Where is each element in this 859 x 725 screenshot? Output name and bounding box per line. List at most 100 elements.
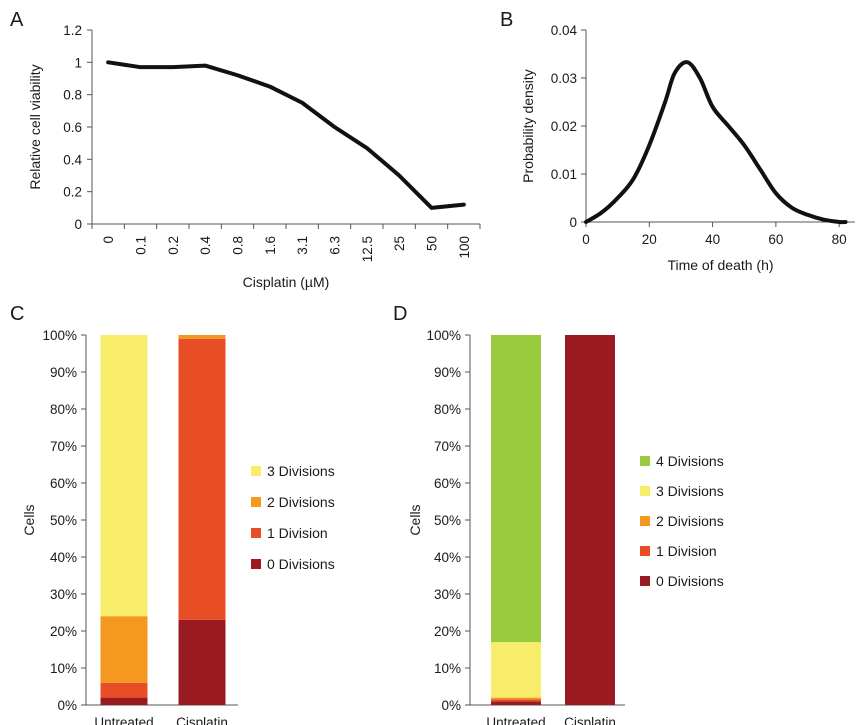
x-axis-label: Time of death (h) xyxy=(667,257,773,273)
y-tick-label: 30% xyxy=(434,587,461,602)
x-tick-label: 0 xyxy=(582,232,590,247)
y-tick-label: 0.03 xyxy=(551,71,577,86)
y-tick-label: 0.6 xyxy=(63,120,82,135)
y-tick-label: 50% xyxy=(50,513,77,528)
y-tick-label: 70% xyxy=(434,439,461,454)
x-axis-label: Cisplatin (µM) xyxy=(243,274,330,290)
data-point xyxy=(463,204,465,206)
x-tick-label: 3.1 xyxy=(295,236,310,255)
chart-a: 0 0.2 0.4 0.6 0.8 1 1.2 0 0.1 0.2 0.4 0.8 1.6 3.1 6.3 1… xyxy=(27,23,481,290)
legend-label: 3 Divisions xyxy=(267,463,335,479)
panel-label-d: D xyxy=(393,303,407,325)
y-tick-label: 10% xyxy=(434,661,461,676)
y-tick-label: 10% xyxy=(50,661,77,676)
bar-segment xyxy=(491,701,541,705)
y-axis-label: Cells xyxy=(21,504,37,535)
chart-b: 0 0.01 0.02 0.03 0.04 0 20 40 60 80 Time of death … xyxy=(520,23,855,273)
y-tick-label: 80% xyxy=(434,402,461,417)
x-tick-label: 12.5 xyxy=(360,236,375,262)
y-tick-label: 0% xyxy=(441,698,461,713)
x-tick-label: 40 xyxy=(705,232,720,247)
data-point xyxy=(269,86,271,88)
y-tick-label: 0.01 xyxy=(551,167,577,182)
x-tick-label: 0.1 xyxy=(134,236,149,255)
legend-label: 2 Divisions xyxy=(267,494,335,510)
legend-swatch xyxy=(640,486,650,496)
bar-segment xyxy=(178,619,226,705)
data-point xyxy=(431,207,432,209)
y-tick-label: 1 xyxy=(74,55,82,70)
y-tick-label: 40% xyxy=(50,550,77,565)
chart-c: 0% 10% 20% 30% 40% 50% 60% 70% 80% 90% 100% Untreat… xyxy=(21,328,335,725)
panel-label-a: A xyxy=(10,9,24,31)
y-tick-label: 100% xyxy=(42,328,77,343)
y-tick-label: 80% xyxy=(50,402,77,417)
y-tick-label: 70% xyxy=(50,439,77,454)
y-tick-label: 40% xyxy=(434,550,461,565)
bar-segment xyxy=(491,642,541,698)
legend-label: 0 Divisions xyxy=(267,556,335,572)
x-tick-label: 80 xyxy=(832,232,847,247)
y-tick-label: 20% xyxy=(434,624,461,639)
y-tick-label: 0.4 xyxy=(63,152,82,167)
bar-segment xyxy=(100,616,148,683)
y-tick-label: 90% xyxy=(434,365,461,380)
y-tick-label: 0% xyxy=(57,698,77,713)
bar-segment xyxy=(491,697,541,700)
data-point xyxy=(398,175,400,176)
y-tick-label: 0.04 xyxy=(551,23,578,38)
x-tick-label: Untreated xyxy=(486,715,545,725)
x-tick-label: 6.3 xyxy=(328,236,343,255)
legend-swatch xyxy=(640,546,650,556)
y-tick-label: 60% xyxy=(50,476,77,491)
legend-label: 4 Divisions xyxy=(656,453,724,469)
legend-label: 3 Divisions xyxy=(656,483,724,499)
y-tick-label: 90% xyxy=(50,365,77,380)
y-tick-label: 30% xyxy=(50,587,77,602)
y-tick-label: 100% xyxy=(426,328,461,343)
bar-segment xyxy=(565,335,615,705)
bar-segment xyxy=(100,335,148,617)
y-tick-label: 0.2 xyxy=(63,185,82,200)
y-tick-label: 60% xyxy=(434,476,461,491)
legend-swatch xyxy=(251,559,261,569)
chart-d: 0% 10% 20% 30% 40% 50% 60% 70% 80% 90% 100% Untreat… xyxy=(407,328,724,725)
data-point xyxy=(237,74,238,76)
legend-swatch xyxy=(251,528,261,538)
series-line xyxy=(106,60,466,210)
legend-label: 1 Division xyxy=(656,543,717,559)
y-tick-label: 0.02 xyxy=(551,119,577,134)
x-tick-label: 0.4 xyxy=(198,236,213,255)
data-point xyxy=(107,61,109,63)
panel-label-c: C xyxy=(10,303,24,325)
x-tick-label: Untreated xyxy=(94,715,153,725)
density-curve xyxy=(584,60,848,225)
bar-segment xyxy=(100,697,148,705)
x-tick-label: 0.2 xyxy=(166,236,181,255)
x-tick-label: 60 xyxy=(768,232,783,247)
x-tick-label: 0 xyxy=(101,236,116,244)
bar-segment xyxy=(491,699,541,702)
bar-segment xyxy=(491,335,541,643)
legend-swatch xyxy=(640,576,650,586)
y-tick-label: 0 xyxy=(74,217,82,232)
y-tick-label: 20% xyxy=(50,624,77,639)
x-tick-label: 100 xyxy=(457,236,472,259)
y-axis-label: Probability density xyxy=(520,69,536,183)
x-tick-label: Cisplatin xyxy=(176,715,228,725)
legend-label: 1 Division xyxy=(267,525,328,541)
data-point xyxy=(334,126,335,128)
data-point xyxy=(301,102,303,104)
legend-swatch xyxy=(251,497,261,507)
x-tick-label: Cisplatin xyxy=(564,715,616,725)
data-point xyxy=(140,66,141,68)
y-tick-label: 1.2 xyxy=(63,23,82,38)
x-tick-label: 20 xyxy=(642,232,657,247)
x-tick-label: 1.6 xyxy=(263,236,278,255)
y-axis-label: Cells xyxy=(407,504,423,535)
x-tick-label: 25 xyxy=(392,236,407,251)
x-tick-label: 0.8 xyxy=(231,236,246,255)
y-tick-label: 50% xyxy=(434,513,461,528)
y-axis-label: Relative cell viability xyxy=(27,64,43,189)
